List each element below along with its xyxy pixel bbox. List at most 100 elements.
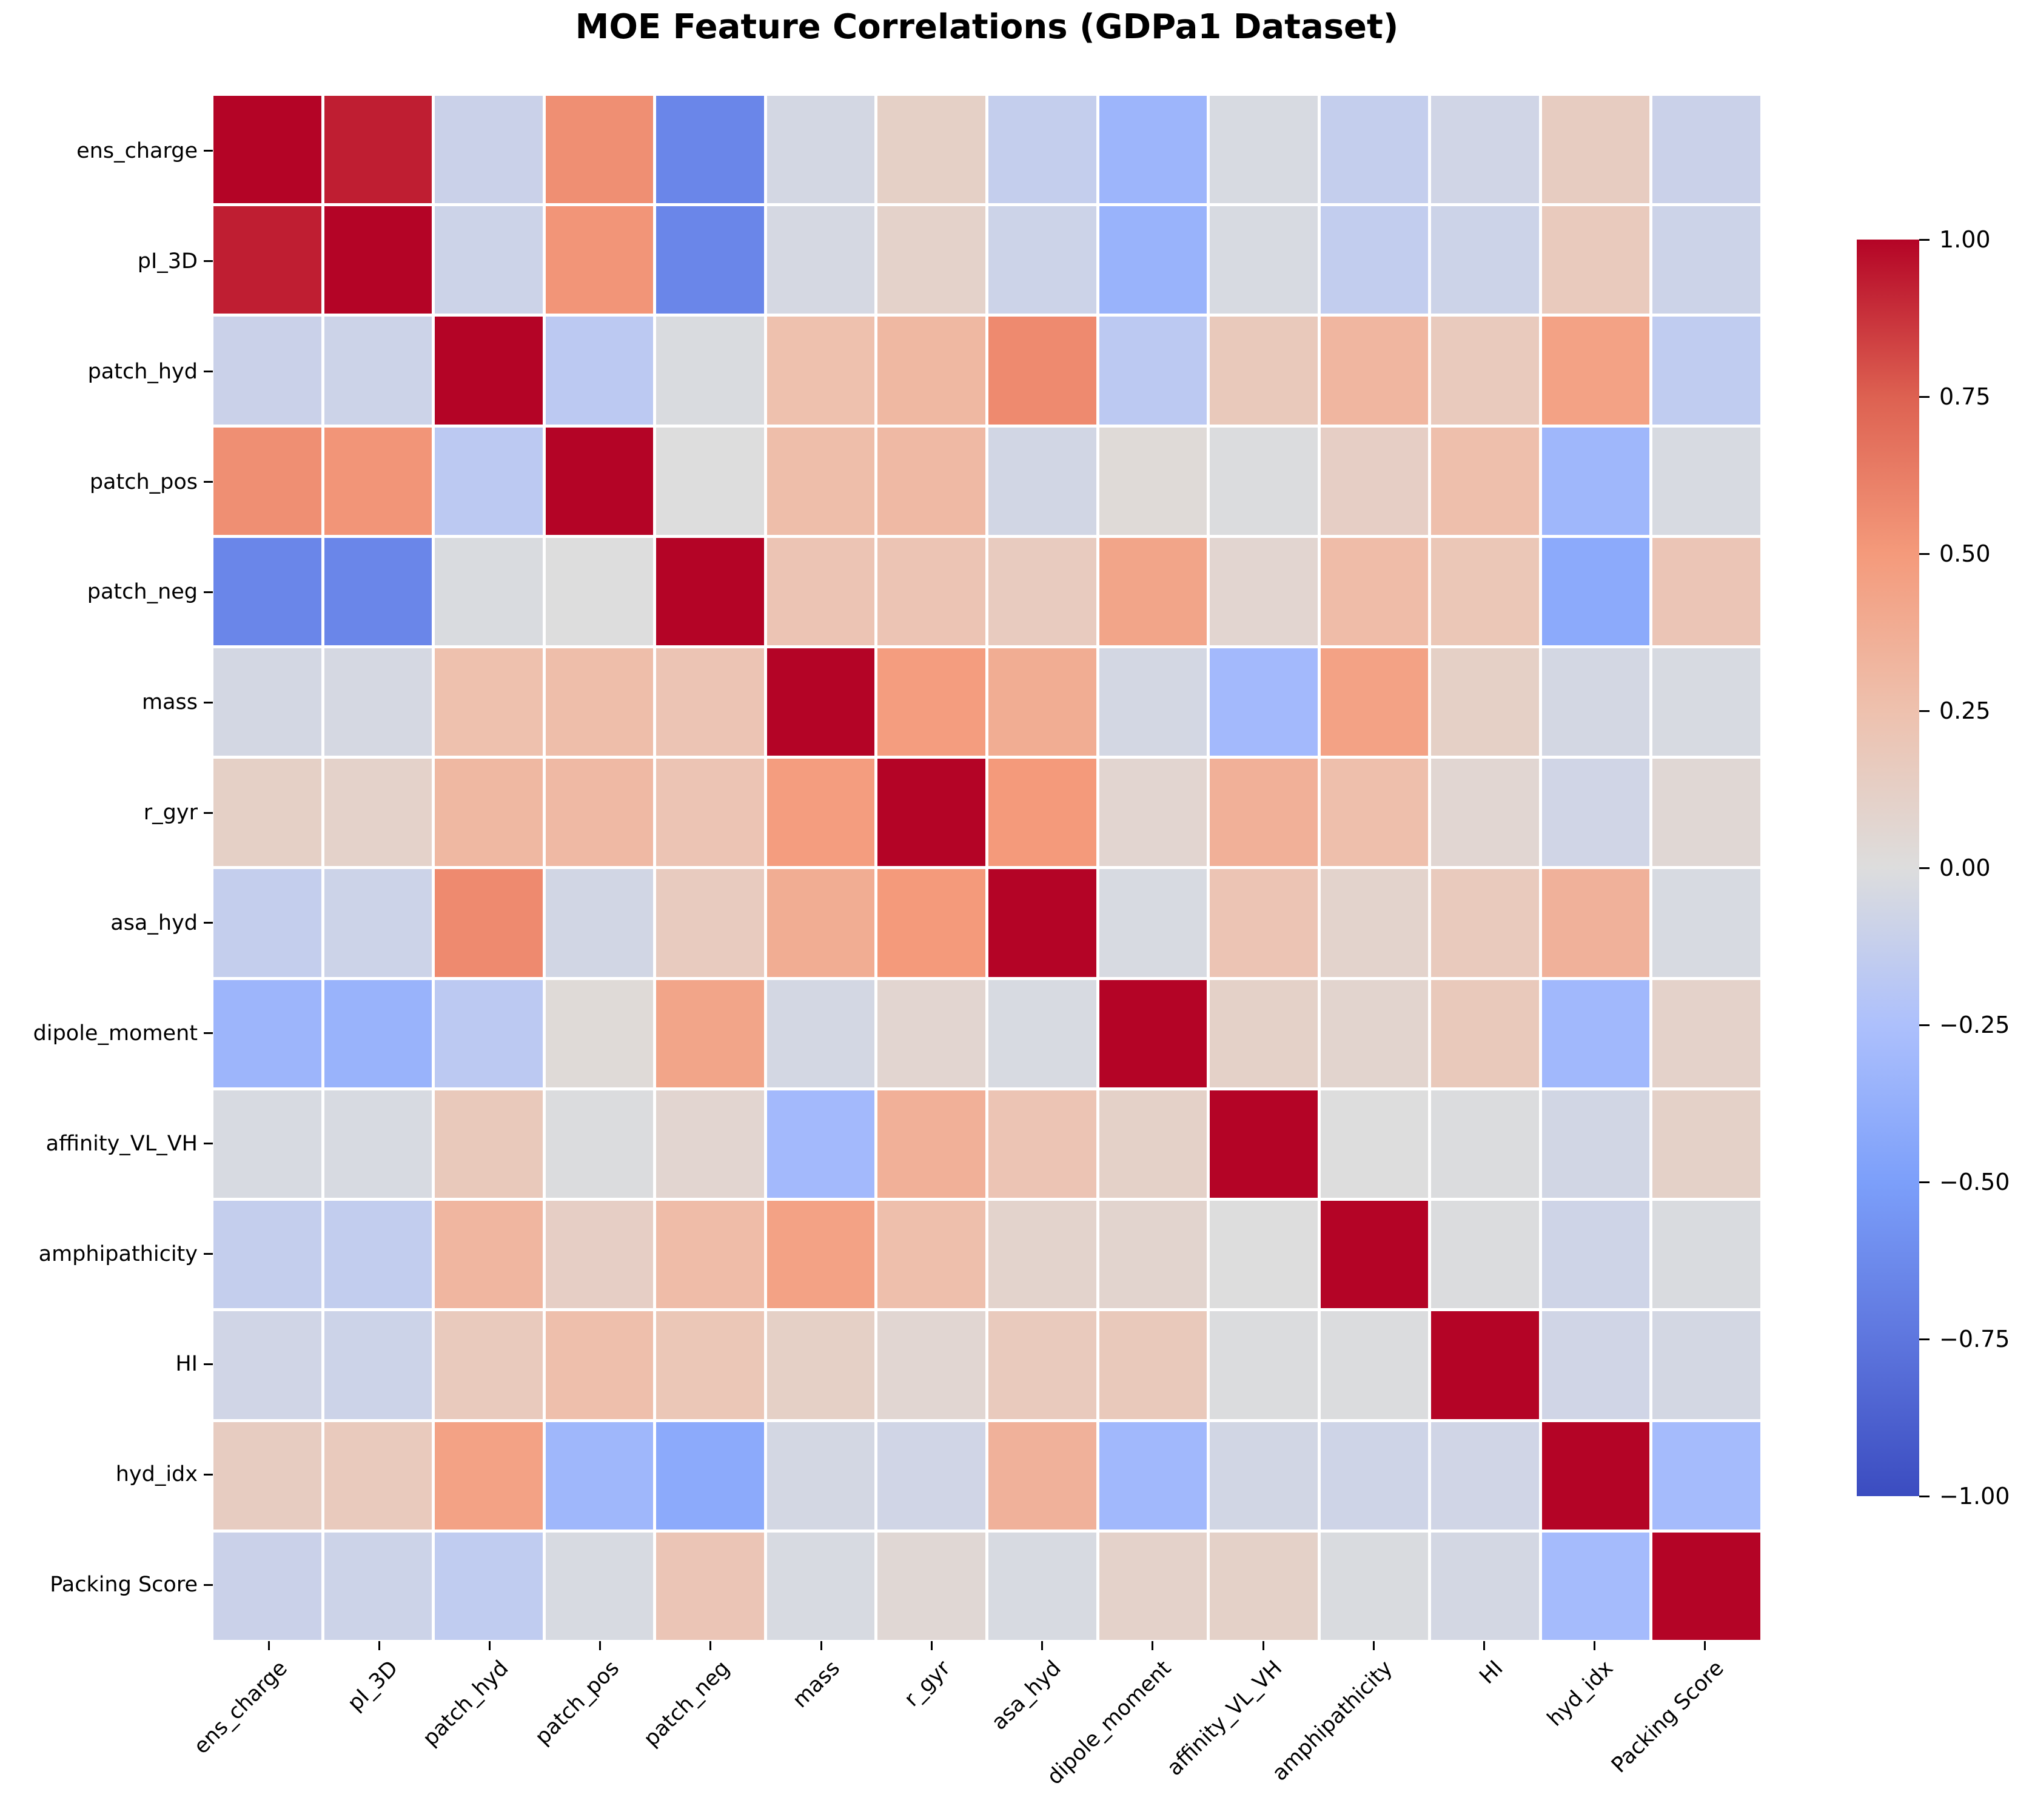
- heatmap-cell-asa_hyd-patch_hyd: [435, 869, 543, 977]
- heatmap-cell-dipole_moment-Packing Score: [1652, 979, 1760, 1087]
- heatmap-cell-dipole_moment-hyd_idx: [1541, 979, 1650, 1087]
- heatmap-cell-amphipathicity-pI_3D: [324, 1201, 432, 1309]
- heatmap-cell-Packing Score-patch_hyd: [435, 1532, 543, 1640]
- heatmap-cell-patch_hyd-patch_neg: [656, 317, 764, 425]
- row-label-HI: HI: [175, 1352, 198, 1377]
- col-label-Packing Score: Packing Score: [1607, 1656, 1729, 1778]
- heatmap-cell-hyd_idx-patch_pos: [545, 1422, 654, 1530]
- heatmap-cell-patch_neg-affinity_VL_VH: [1210, 537, 1318, 646]
- heatmap-cell-r_gyr-ens_charge: [213, 759, 321, 867]
- heatmap-cell-dipole_moment-patch_pos: [545, 979, 654, 1087]
- heatmap-cell-hyd_idx-HI: [1431, 1422, 1539, 1530]
- heatmap-cell-ens_charge-dipole_moment: [1099, 96, 1207, 204]
- y-tick: [204, 701, 213, 703]
- heatmap-cell-mass-amphipathicity: [1320, 648, 1429, 756]
- heatmap-cell-dipole_moment-r_gyr: [877, 979, 985, 1087]
- heatmap-cell-r_gyr-patch_hyd: [435, 759, 543, 867]
- heatmap-cell-asa_hyd-patch_neg: [656, 869, 764, 977]
- colorbar-gradient: [1857, 240, 1919, 1496]
- heatmap-cell-Packing Score-patch_pos: [545, 1532, 654, 1640]
- x-tick: [1594, 1641, 1596, 1650]
- heatmap-cell-r_gyr-affinity_VL_VH: [1210, 759, 1318, 867]
- heatmap-cell-mass-hyd_idx: [1541, 648, 1650, 756]
- heatmap-cell-patch_hyd-affinity_VL_VH: [1210, 317, 1318, 425]
- heatmap-cell-HI-patch_neg: [656, 1311, 764, 1419]
- heatmap-cell-asa_hyd-affinity_VL_VH: [1210, 869, 1318, 977]
- heatmap-cell-Packing Score-amphipathicity: [1320, 1532, 1429, 1640]
- col-label-ens_charge: ens_charge: [189, 1656, 293, 1759]
- heatmap-cell-patch_pos-ens_charge: [213, 427, 321, 535]
- heatmap-cell-amphipathicity-hyd_idx: [1541, 1201, 1650, 1309]
- heatmap-cell-affinity_VL_VH-dipole_moment: [1099, 1090, 1207, 1198]
- heatmap-cell-asa_hyd-HI: [1431, 869, 1539, 977]
- heatmap-cell-pI_3D-r_gyr: [877, 206, 985, 314]
- colorbar-tick-label: 1.00: [1939, 226, 1991, 253]
- heatmap-cell-dipole_moment-affinity_VL_VH: [1210, 979, 1318, 1087]
- heatmap-cell-hyd_idx-amphipathicity: [1320, 1422, 1429, 1530]
- heatmap-cell-hyd_idx-Packing Score: [1652, 1422, 1760, 1530]
- heatmap-cell-patch_neg-asa_hyd: [988, 537, 1096, 646]
- heatmap-cell-dipole_moment-dipole_moment: [1099, 979, 1207, 1087]
- x-tick: [599, 1641, 602, 1650]
- y-tick: [204, 1583, 213, 1586]
- heatmap-cell-r_gyr-dipole_moment: [1099, 759, 1207, 867]
- heatmap-cell-patch_pos-HI: [1431, 427, 1539, 535]
- heatmap-cell-patch_neg-Packing Score: [1652, 537, 1760, 646]
- heatmap-cell-patch_hyd-r_gyr: [877, 317, 985, 425]
- heatmap-cell-affinity_VL_VH-amphipathicity: [1320, 1090, 1429, 1198]
- heatmap-cell-amphipathicity-ens_charge: [213, 1201, 321, 1309]
- heatmap-cell-ens_charge-ens_charge: [213, 96, 321, 204]
- heatmap-cell-patch_hyd-patch_hyd: [435, 317, 543, 425]
- heatmap-cell-patch_hyd-mass: [766, 317, 875, 425]
- heatmap-cell-r_gyr-patch_pos: [545, 759, 654, 867]
- heatmap-cell-pI_3D-affinity_VL_VH: [1210, 206, 1318, 314]
- heatmap-cell-HI-ens_charge: [213, 1311, 321, 1419]
- heatmap-cell-r_gyr-amphipathicity: [1320, 759, 1429, 867]
- heatmap-cell-amphipathicity-mass: [766, 1201, 875, 1309]
- heatmap-cell-patch_neg-hyd_idx: [1541, 537, 1650, 646]
- heatmap-cell-patch_pos-patch_pos: [545, 427, 654, 535]
- heatmap-cell-mass-Packing Score: [1652, 648, 1760, 756]
- heatmap-cell-amphipathicity-patch_hyd: [435, 1201, 543, 1309]
- heatmap-cell-r_gyr-r_gyr: [877, 759, 985, 867]
- heatmap-cell-patch_pos-patch_neg: [656, 427, 764, 535]
- heatmap-cell-affinity_VL_VH-r_gyr: [877, 1090, 985, 1198]
- heatmap-cell-patch_pos-mass: [766, 427, 875, 535]
- heatmap-cell-mass-HI: [1431, 648, 1539, 756]
- heatmap-cell-HI-r_gyr: [877, 1311, 985, 1419]
- heatmap-cell-HI-affinity_VL_VH: [1210, 1311, 1318, 1419]
- row-label-pI_3D: pI_3D: [137, 249, 198, 274]
- heatmap-cell-HI-amphipathicity: [1320, 1311, 1429, 1419]
- row-label-affinity_VL_VH: affinity_VL_VH: [45, 1131, 198, 1156]
- y-tick: [204, 371, 213, 373]
- heatmap-cell-patch_neg-ens_charge: [213, 537, 321, 646]
- heatmap-cell-mass-affinity_VL_VH: [1210, 648, 1318, 756]
- x-tick: [267, 1641, 270, 1650]
- col-label-patch_pos: patch_pos: [530, 1656, 624, 1750]
- heatmap-cell-hyd_idx-asa_hyd: [988, 1422, 1096, 1530]
- heatmap-cell-Packing Score-patch_neg: [656, 1532, 764, 1640]
- heatmap-cell-pI_3D-asa_hyd: [988, 206, 1096, 314]
- heatmap-cell-asa_hyd-amphipathicity: [1320, 869, 1429, 977]
- colorbar-tick: [1919, 710, 1930, 712]
- heatmap-cell-HI-dipole_moment: [1099, 1311, 1207, 1419]
- heatmap-cell-patch_hyd-ens_charge: [213, 317, 321, 425]
- heatmap-cell-amphipathicity-asa_hyd: [988, 1201, 1096, 1309]
- y-tick: [204, 150, 213, 152]
- y-tick: [204, 591, 213, 593]
- heatmap-cell-ens_charge-patch_neg: [656, 96, 764, 204]
- x-tick: [1372, 1641, 1375, 1650]
- correlation-heatmap: [213, 96, 1760, 1640]
- heatmap-cell-mass-r_gyr: [877, 648, 985, 756]
- heatmap-cell-r_gyr-patch_neg: [656, 759, 764, 867]
- y-tick: [204, 811, 213, 814]
- heatmap-cell-Packing Score-Packing Score: [1652, 1532, 1760, 1640]
- y-tick: [204, 1032, 213, 1035]
- heatmap-cell-patch_pos-Packing Score: [1652, 427, 1760, 535]
- heatmap-cell-mass-patch_neg: [656, 648, 764, 756]
- heatmap-cell-affinity_VL_VH-HI: [1431, 1090, 1539, 1198]
- colorbar-tick-label: 0.25: [1939, 697, 1991, 724]
- colorbar-tick: [1919, 395, 1930, 398]
- heatmap-cell-r_gyr-HI: [1431, 759, 1539, 867]
- heatmap-cell-pI_3D-mass: [766, 206, 875, 314]
